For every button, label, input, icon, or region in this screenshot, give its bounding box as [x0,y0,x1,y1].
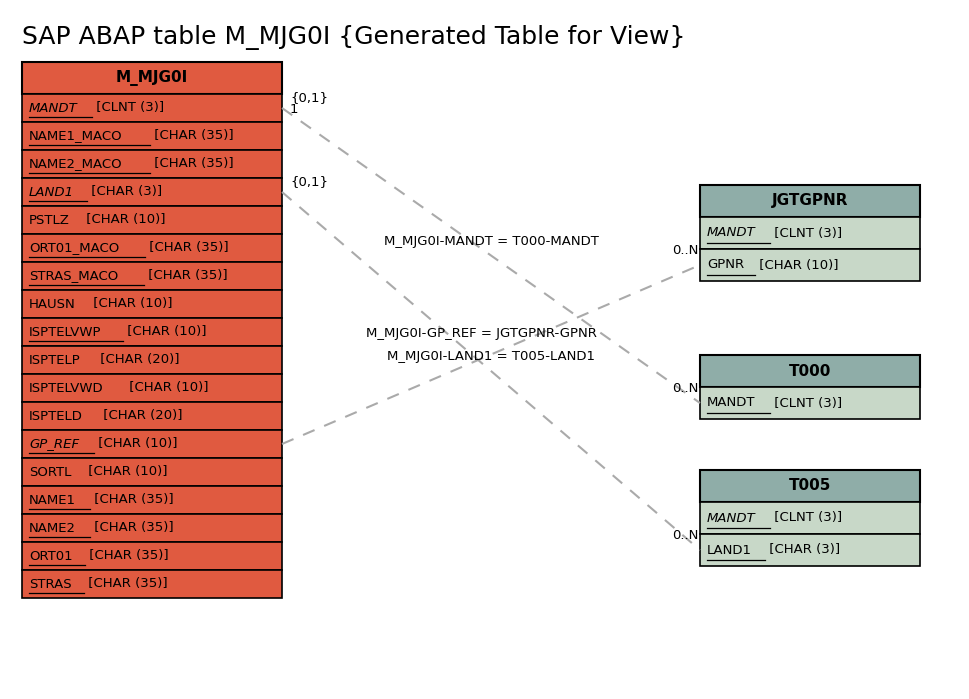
Text: [CHAR (35)]: [CHAR (35)] [90,493,173,507]
Text: {0,1}: {0,1} [290,175,328,188]
Bar [700,387,920,419]
Text: SAP ABAP table M_MJG0I {Generated Table for View}: SAP ABAP table M_MJG0I {Generated Table … [22,25,685,50]
Text: M_MJG0I: M_MJG0I [116,70,188,86]
Text: [CHAR (10)]: [CHAR (10)] [89,298,172,310]
Text: [CHAR (35)]: [CHAR (35)] [150,129,234,143]
Bar [22,122,282,150]
Bar [700,185,920,217]
Text: STRAS_MACO: STRAS_MACO [29,270,118,282]
Text: [CHAR (35)]: [CHAR (35)] [144,270,228,282]
Text: [CHAR (20)]: [CHAR (20)] [96,354,179,366]
Bar [22,542,282,570]
Text: 1: 1 [290,103,298,116]
Bar [700,217,920,249]
Text: STRAS: STRAS [29,577,72,591]
Text: PSTLZ: PSTLZ [29,213,70,226]
Text: JGTGPNR: JGTGPNR [771,194,848,208]
Bar [22,458,282,486]
Text: {0,1}: {0,1} [290,91,328,104]
Text: T005: T005 [789,479,831,493]
Text: [CLNT (3)]: [CLNT (3)] [92,101,164,115]
Bar [700,470,920,502]
Text: GPNR: GPNR [707,259,744,271]
Text: [CHAR (20)]: [CHAR (20)] [99,410,182,422]
Bar [22,62,282,94]
Text: [CLNT (3)]: [CLNT (3)] [770,512,842,524]
Text: T000: T000 [789,363,831,378]
Text: GP_REF: GP_REF [29,438,79,450]
Text: M_MJG0I-LAND1 = T005-LAND1: M_MJG0I-LAND1 = T005-LAND1 [387,350,595,363]
Text: NAME1_MACO: NAME1_MACO [29,129,123,143]
Bar [700,249,920,281]
Bar [22,178,282,206]
Text: [CHAR (10)]: [CHAR (10)] [94,438,177,450]
Bar [22,262,282,290]
Bar [22,486,282,514]
Text: [CHAR (10)]: [CHAR (10)] [122,326,206,338]
Bar [700,502,920,534]
Text: [CHAR (35)]: [CHAR (35)] [150,157,234,171]
Text: ORT01: ORT01 [29,549,73,563]
Text: M_MJG0I-MANDT = T000-MANDT: M_MJG0I-MANDT = T000-MANDT [384,234,599,247]
Text: [CHAR (10)]: [CHAR (10)] [125,382,208,394]
Bar [22,318,282,346]
Text: [CLNT (3)]: [CLNT (3)] [770,226,842,240]
Bar [22,346,282,374]
Text: HAUSN: HAUSN [29,298,76,310]
Text: ISPTELD: ISPTELD [29,410,83,422]
Text: MANDT: MANDT [707,226,756,240]
Text: ORT01_MACO: ORT01_MACO [29,241,119,254]
Text: ISPTELP: ISPTELP [29,354,80,366]
Text: [CHAR (10)]: [CHAR (10)] [81,213,166,226]
Text: ISPTELVWP: ISPTELVWP [29,326,102,338]
Text: MANDT: MANDT [29,101,78,115]
Bar [22,234,282,262]
Text: LAND1: LAND1 [707,544,752,556]
Text: 0..N: 0..N [672,244,699,257]
Text: [CHAR (10)]: [CHAR (10)] [83,466,168,479]
Text: [CHAR (35)]: [CHAR (35)] [84,577,168,591]
Bar [22,430,282,458]
Bar [22,290,282,318]
Text: ISPTELVWD: ISPTELVWD [29,382,104,394]
Text: [CHAR (35)]: [CHAR (35)] [145,241,229,254]
Bar [700,355,920,387]
Text: [CHAR (35)]: [CHAR (35)] [85,549,169,563]
Text: 0..N: 0..N [672,529,699,542]
Bar [700,534,920,566]
Bar [22,374,282,402]
Text: 0..N: 0..N [672,382,699,395]
Bar [22,514,282,542]
Text: SORTL: SORTL [29,466,72,479]
Text: MANDT: MANDT [707,512,756,524]
Text: NAME2_MACO: NAME2_MACO [29,157,123,171]
Text: [CLNT (3)]: [CLNT (3)] [769,396,842,410]
Text: [CHAR (3)]: [CHAR (3)] [87,185,162,199]
Bar [22,402,282,430]
Bar [22,570,282,598]
Text: [CHAR (35)]: [CHAR (35)] [90,521,173,535]
Bar [22,94,282,122]
Text: LAND1: LAND1 [29,185,74,199]
Text: [CHAR (3)]: [CHAR (3)] [766,544,840,556]
Text: MANDT: MANDT [707,396,756,410]
Text: M_MJG0I-GP_REF = JGTGPNR-GPNR: M_MJG0I-GP_REF = JGTGPNR-GPNR [365,328,597,340]
Text: NAME2: NAME2 [29,521,76,535]
Bar [22,206,282,234]
Text: NAME1: NAME1 [29,493,76,507]
Bar [22,150,282,178]
Text: [CHAR (10)]: [CHAR (10)] [755,259,838,271]
